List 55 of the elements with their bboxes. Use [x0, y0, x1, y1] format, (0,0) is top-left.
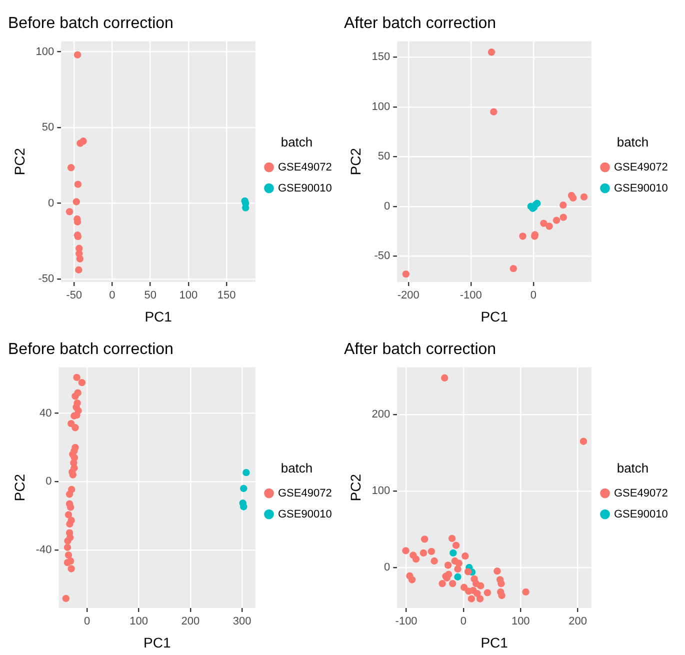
legend-label: GSE49072 — [614, 487, 668, 500]
x-axis-title: PC1 — [480, 634, 508, 650]
y-tick-label: 0 — [48, 197, 54, 210]
x-tick-label: 200 — [568, 616, 587, 628]
y-axis-title: PC2 — [11, 474, 28, 502]
y-tick-label: 200 — [372, 408, 390, 421]
legend-label: GSE90010 — [278, 182, 332, 194]
y-tick-label: 100 — [372, 100, 390, 113]
x-axis-title: PC1 — [143, 634, 171, 650]
chart-title: Before batch correction — [8, 15, 174, 32]
x-axis-title: PC1 — [144, 308, 172, 324]
y-axis-title: PC2 — [347, 148, 364, 176]
chart-title: After batch correction — [344, 341, 496, 358]
y-axis-title: PC2 — [11, 148, 28, 176]
y-tick-label: 0 — [46, 476, 52, 488]
legend-title: batch — [616, 134, 649, 150]
x-tick-label: 200 — [181, 616, 200, 628]
x-tick-label: 50 — [144, 290, 156, 302]
x-tick-label: -100 — [460, 290, 482, 302]
y-tick-label: 40 — [39, 407, 52, 420]
y-tick-label: -50 — [374, 250, 390, 262]
y-tick-label: 50 — [42, 122, 54, 134]
x-axis-title: PC1 — [480, 308, 508, 324]
y-axis-title: PC2 — [347, 474, 364, 502]
legend-title: batch — [280, 134, 313, 150]
x-tick-label: 100 — [511, 616, 530, 628]
x-tick-label: 100 — [130, 616, 148, 628]
legend-label: GSE90010 — [278, 508, 332, 520]
legend-label: GSE49072 — [278, 161, 332, 174]
x-tick-label: 150 — [217, 290, 236, 302]
x-tick-label: 0 — [530, 290, 536, 302]
y-tick-label: 0 — [384, 200, 390, 212]
x-tick-label: 100 — [179, 290, 198, 302]
x-tick-label: -100 — [395, 616, 418, 628]
chart-title: Before batch correction — [8, 341, 174, 358]
x-tick-label: -200 — [397, 290, 420, 302]
y-tick-label: 100 — [36, 46, 54, 58]
legend-label: GSE90010 — [614, 182, 668, 194]
x-tick-label: 0 — [109, 290, 116, 302]
legend-label: GSE90010 — [614, 508, 668, 520]
y-tick-label: 50 — [378, 150, 390, 163]
legend-title: batch — [280, 460, 313, 476]
y-tick-label: -40 — [36, 544, 52, 556]
legend-label: GSE49072 — [614, 161, 668, 174]
x-tick-label: 0 — [460, 616, 467, 628]
legend-label: GSE49072 — [278, 487, 332, 500]
y-tick-label: -50 — [38, 273, 54, 285]
legend-title: batch — [616, 460, 649, 476]
y-tick-label: 100 — [372, 485, 390, 498]
chart-title: After batch correction — [344, 15, 496, 32]
x-tick-label: -50 — [66, 290, 82, 302]
y-tick-label: 0 — [384, 562, 390, 574]
x-tick-label: 0 — [84, 616, 90, 628]
x-tick-label: 300 — [232, 616, 252, 628]
y-tick-label: 150 — [372, 51, 390, 64]
